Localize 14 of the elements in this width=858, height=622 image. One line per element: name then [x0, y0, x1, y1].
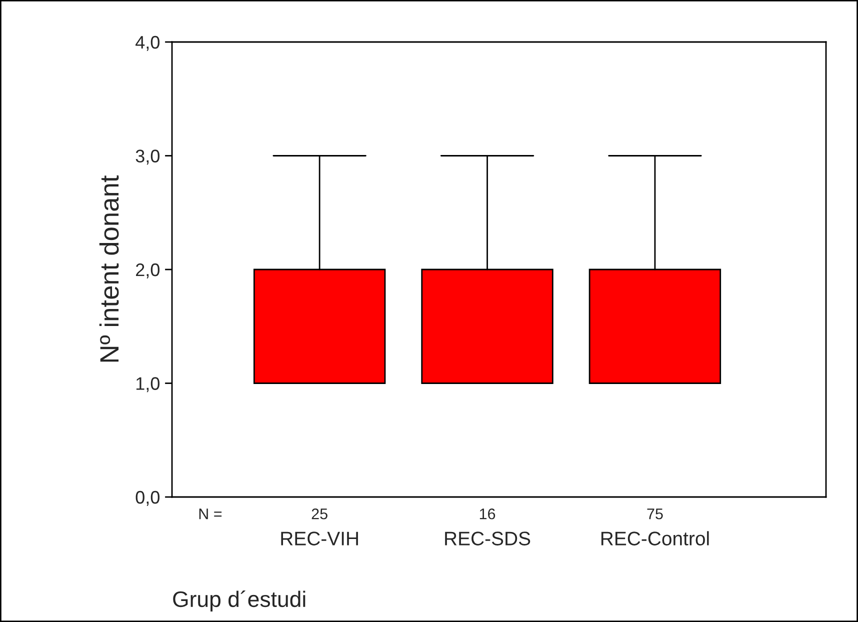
- x-tick-label: REC-SDS: [445, 532, 530, 546]
- y-tick-label: 0,0: [136, 490, 160, 506]
- text: 25: [312, 508, 328, 520]
- y-axis-title: Nº intent donant: [99, 175, 119, 362]
- x-tick-label: REC-Control: [601, 531, 709, 546]
- text: 16: [480, 508, 496, 520]
- y-tick-label: 1,0: [136, 377, 160, 392]
- y-tick-label: 3,0: [136, 150, 160, 165]
- text: N =: [199, 508, 222, 520]
- y-tick-label: 4,0: [136, 36, 160, 51]
- x-axis-title: Grup d´estudi: [173, 590, 306, 612]
- x-tick-label: REC-VIH: [281, 532, 358, 546]
- text: 75: [647, 508, 663, 520]
- y-tick-label: 2,0: [136, 263, 160, 278]
